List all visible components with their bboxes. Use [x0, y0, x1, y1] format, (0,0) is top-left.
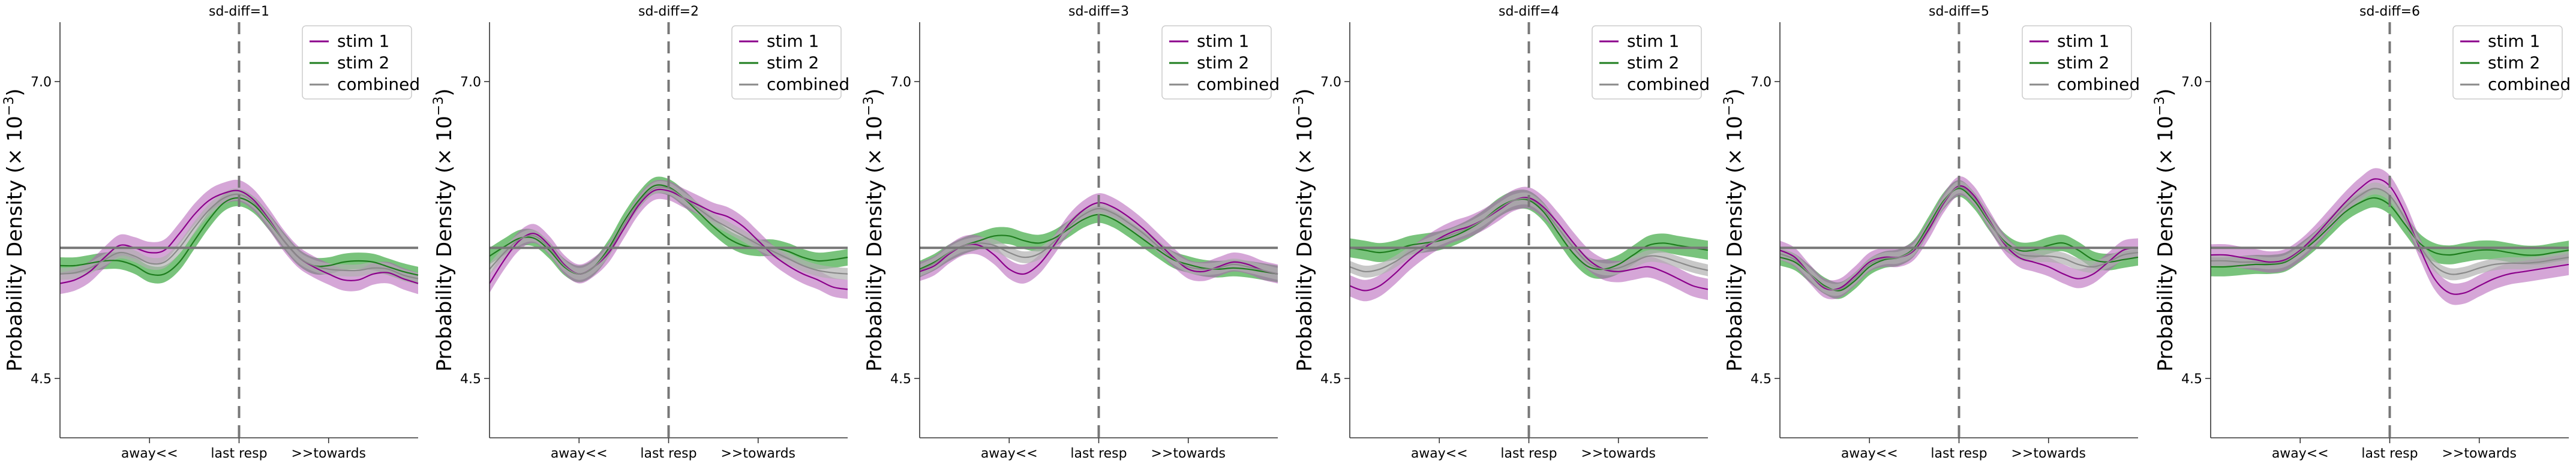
legend-label: combined	[1627, 74, 1710, 94]
legend-label: stim 1	[2488, 31, 2540, 51]
y-tick-label: 7.0	[460, 75, 481, 90]
confidence-band-combined	[490, 181, 848, 280]
y-tick-label: 4.5	[460, 372, 481, 387]
panel-title: sd-diff=3	[1068, 4, 1129, 19]
y-axis-label: Probability Density (× 10−3)	[1722, 88, 1747, 371]
x-tick-label: >>towards	[720, 446, 795, 461]
y-tick-label: 7.0	[890, 75, 911, 90]
x-tick-label: >>towards	[1151, 446, 1226, 461]
legend-box	[302, 25, 412, 100]
legend-label: stim 2	[1197, 53, 1249, 73]
x-tick-label: last resp	[1070, 446, 1127, 461]
panel-6: sd-diff=6 4.5 7.0 away<< last resp >>towards P…	[2152, 4, 2571, 461]
legend-label: combined	[767, 74, 849, 94]
legend-label: stim 2	[1627, 53, 1679, 73]
y-axis-label: Probability Density (× 10−3)	[861, 88, 887, 371]
confidence-band-combined	[2211, 182, 2569, 281]
panel-title: sd-diff=4	[1499, 4, 1559, 19]
x-tick-label: away<<	[1841, 446, 1898, 461]
legend-label: stim 2	[2057, 53, 2109, 73]
confidence-band-stim-2	[490, 176, 848, 282]
confidence-band-combined	[1350, 192, 1708, 278]
x-tick-label: last resp	[211, 446, 267, 461]
x-tick-label: away<<	[2272, 446, 2329, 461]
y-tick-label: 4.5	[1751, 372, 1772, 387]
x-tick-label: last resp	[1931, 446, 1987, 461]
legend-label: stim 1	[2057, 31, 2109, 51]
y-axis-label: Probability Density (× 10−3)	[2152, 88, 2178, 371]
legend-label: stim 1	[1627, 31, 1679, 51]
legend-label: combined	[2488, 74, 2571, 94]
panel-3: sd-diff=3 4.5 7.0 away<< last resp >>towards P…	[861, 4, 1280, 461]
confidence-band-stim-2	[60, 190, 418, 284]
panel-title: sd-diff=2	[638, 4, 699, 19]
y-tick-label: 7.0	[1320, 75, 1341, 90]
y-tick-label: 4.5	[1320, 372, 1341, 387]
x-tick-label: away<<	[121, 446, 178, 461]
x-tick-label: >>towards	[2442, 446, 2517, 461]
panel-5: sd-diff=5 4.5 7.0 away<< last resp >>towards P…	[1722, 4, 2140, 461]
legend-label: stim 1	[337, 31, 389, 51]
confidence-band-combined	[920, 202, 1278, 280]
legend-label: combined	[2057, 74, 2140, 94]
series-line-stim-1	[59, 190, 419, 284]
legend-label: combined	[1197, 74, 1280, 94]
x-tick-label: away<<	[981, 446, 1038, 461]
series-line-combined	[59, 193, 419, 279]
panel-title: sd-diff=1	[209, 4, 269, 19]
panel-1: sd-diff=1 4.5 7.0 away<< last resp >>towards P…	[2, 4, 420, 461]
y-tick-label: 4.5	[2181, 372, 2202, 387]
series-line-combined	[919, 208, 1278, 275]
x-tick-label: >>towards	[291, 446, 366, 461]
x-tick-label: >>towards	[1581, 446, 1656, 461]
legend-label: stim 1	[1197, 31, 1249, 51]
x-tick-label: last resp	[2361, 446, 2418, 461]
panel-4: sd-diff=4 4.5 7.0 away<< last resp >>towards P…	[1292, 4, 1710, 461]
y-tick-label: 7.0	[1751, 75, 1772, 90]
x-tick-label: >>towards	[2011, 446, 2086, 461]
y-tick-label: 7.0	[2181, 75, 2202, 90]
y-tick-label: 4.5	[31, 372, 52, 387]
legend-label: stim 2	[2488, 53, 2540, 73]
legend-label: stim 2	[337, 53, 389, 73]
legend-box	[2022, 25, 2132, 100]
y-tick-label: 7.0	[31, 75, 52, 90]
legend-label: stim 2	[767, 53, 819, 73]
x-tick-label: last resp	[640, 446, 696, 461]
x-tick-label: away<<	[551, 446, 608, 461]
y-axis-label: Probability Density (× 10−3)	[2, 88, 27, 371]
x-tick-label: last resp	[1500, 446, 1557, 461]
legend-box	[1592, 25, 1702, 100]
y-axis-label: Probability Density (× 10−3)	[1292, 88, 1317, 371]
legend-label: combined	[337, 74, 420, 94]
confidence-band-combined	[60, 188, 418, 285]
y-tick-label: 4.5	[890, 372, 911, 387]
legend-box	[1161, 25, 1272, 100]
legend-label: stim 1	[767, 31, 819, 51]
series-line-stim-1	[489, 188, 848, 290]
panel-title: sd-diff=5	[1929, 4, 1989, 19]
x-tick-label: away<<	[1411, 446, 1468, 461]
panel-title: sd-diff=6	[2359, 4, 2420, 19]
legend-box	[731, 25, 842, 100]
panel-2: sd-diff=2 4.5 7.0 away<< last resp >>towards P…	[431, 4, 849, 461]
confidence-band-stim-2	[1350, 190, 1708, 279]
y-axis-label: Probability Density (× 10−3)	[431, 88, 457, 371]
legend-box	[2452, 25, 2563, 100]
series-line-stim-2	[1779, 188, 2139, 291]
